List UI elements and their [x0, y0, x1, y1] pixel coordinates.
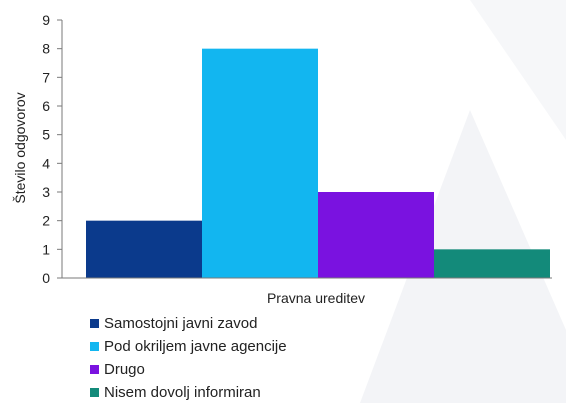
- bar-4: [434, 249, 550, 278]
- y-tick-label: 3: [42, 184, 50, 200]
- bar-3: [318, 192, 434, 278]
- y-tick-label: 7: [42, 69, 50, 85]
- legend-swatch: [90, 319, 99, 328]
- y-tick-label: 6: [42, 98, 50, 114]
- y-tick-label: 4: [42, 155, 50, 171]
- y-axis-title: Število odgovorov: [12, 92, 28, 203]
- x-axis-title: Pravna ureditev: [267, 290, 365, 306]
- y-tick-label: 1: [42, 241, 50, 257]
- legend-swatch: [90, 365, 99, 374]
- legend-label: Pod okriljem javne agencije: [104, 338, 287, 355]
- legend-label: Nisem dovolj informiran: [104, 384, 261, 401]
- legend-label: Samostojni javni zavod: [104, 315, 257, 332]
- legend-swatch: [90, 388, 99, 397]
- bar-2: [202, 48, 318, 278]
- legend-label: Drugo: [104, 361, 145, 378]
- y-tick-label: 5: [42, 127, 50, 143]
- bars-group: [86, 48, 550, 278]
- y-tick-label: 8: [42, 41, 50, 57]
- y-tick-label: 2: [42, 213, 50, 229]
- legend-swatch: [90, 342, 99, 351]
- y-axis: 0 1 2 3 4 5 6 7 8 9: [42, 12, 63, 286]
- legend: Samostojni javni zavod Pod okriljem javne…: [90, 315, 287, 401]
- y-tick-label: 9: [42, 12, 50, 28]
- y-tick-label: 0: [42, 270, 50, 286]
- bar-1: [86, 220, 202, 278]
